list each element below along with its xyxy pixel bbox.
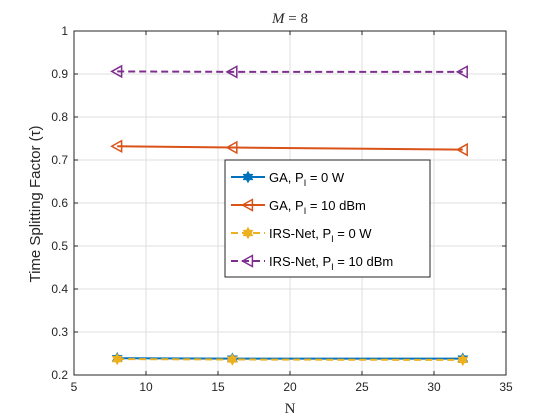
series-point <box>110 64 123 79</box>
axes-frame <box>73 30 507 376</box>
series-point <box>455 142 468 157</box>
legend-label: GA, PI = 0 W <box>269 170 345 188</box>
legend-entry: IRS-Net, PI = 10 dBm <box>231 254 393 272</box>
series-2 <box>111 352 469 367</box>
y-tick-label: 0.2 <box>51 368 68 382</box>
legend-entry: GA, PI = 10 dBm <box>231 198 366 216</box>
series-1 <box>110 139 468 157</box>
x-tick-label: 15 <box>211 380 225 394</box>
x-axis-label: N <box>285 401 296 417</box>
legend-box <box>224 159 431 278</box>
series-3 <box>110 64 468 79</box>
legend-marker <box>242 170 254 184</box>
x-tick-label: 30 <box>427 380 441 394</box>
y-tick-label: 0.4 <box>51 282 68 296</box>
series-layer <box>110 64 469 367</box>
y-tick-label: 0.7 <box>51 153 68 167</box>
series-point <box>110 139 123 154</box>
x-tick-label: 5 <box>71 380 78 394</box>
legend-label: IRS-Net, PI = 10 dBm <box>269 254 393 272</box>
series-point <box>225 140 238 155</box>
chart-title-rest: = 8 <box>285 11 308 27</box>
y-axis-label: Time Splitting Factor (τ) <box>27 125 44 282</box>
y-tick-label: 0.3 <box>51 325 68 339</box>
legend-label: IRS-Net, PI = 0 W <box>269 226 372 244</box>
legend-marker <box>240 198 254 212</box>
series-point <box>455 65 468 79</box>
series-line <box>117 145 463 151</box>
series-point <box>227 353 238 366</box>
y-tick-label: 0.8 <box>51 110 68 124</box>
legend: GA, PI = 0 W GA, PI = 10 dBm IRS-Net, PI =… <box>224 159 431 278</box>
series-point <box>225 65 238 79</box>
x-tick-label: 20 <box>283 380 297 394</box>
x-tick-label: 10 <box>139 380 153 394</box>
x-tick-label: 35 <box>499 380 513 394</box>
series-point <box>457 353 469 367</box>
y-tick-label: 1 <box>61 24 68 38</box>
legend-marker <box>242 226 254 240</box>
grid <box>73 30 507 376</box>
x-tick-label: 25 <box>355 380 369 394</box>
chart-title: M = 8 <box>271 11 308 27</box>
legend-label: GA, PI = 10 dBm <box>269 198 366 216</box>
series-point <box>111 352 123 366</box>
y-tick-label: 0.9 <box>51 67 68 81</box>
tick-labels: 5 10 15 20 25 30 35 0.2 0.3 0.4 0.5 0.6 0.7 0.8 0.9 1 <box>51 24 513 394</box>
legend-marker <box>240 254 254 268</box>
legend-entry: IRS-Net, PI = 0 W <box>231 226 372 244</box>
chart-title-var: M <box>271 11 286 27</box>
y-tick-label: 0.5 <box>51 239 68 253</box>
legend-entry: GA, PI = 0 W <box>231 170 345 188</box>
y-tick-label: 0.6 <box>51 196 68 210</box>
